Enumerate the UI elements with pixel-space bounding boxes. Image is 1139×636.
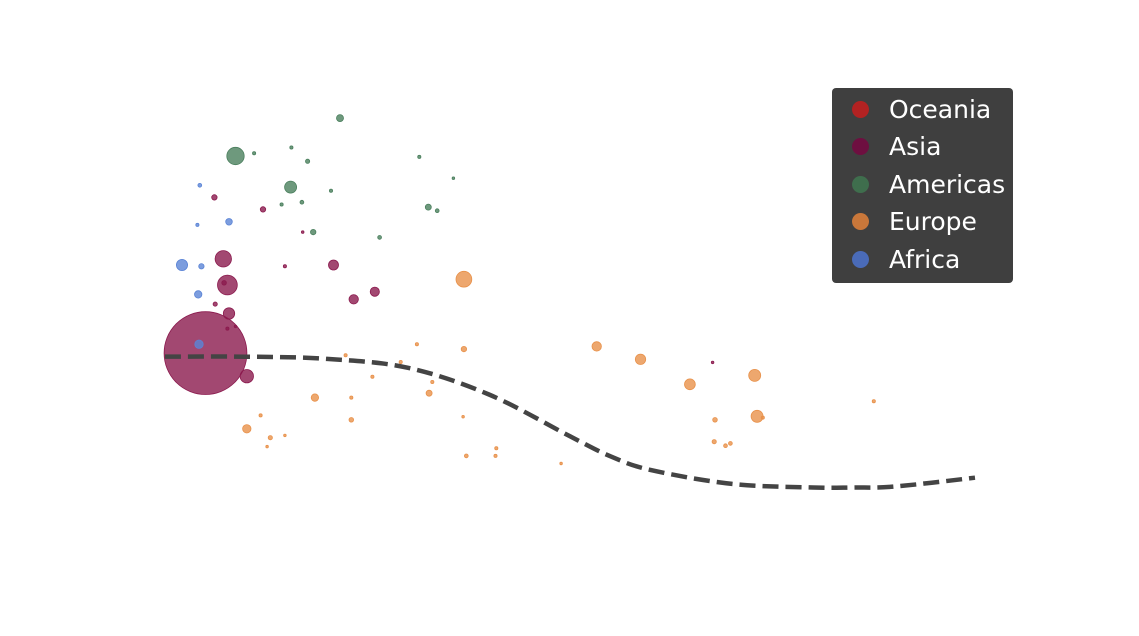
legend-item-oceania: Oceania — [832, 92, 1013, 129]
point-asia-5 — [328, 259, 339, 271]
point-asia-4 — [222, 307, 236, 320]
legend-item-asia: Asia — [832, 129, 1013, 166]
trend-line — [164, 354, 976, 491]
point-europe-7 — [310, 393, 319, 402]
legend-swatch-europe — [852, 213, 869, 231]
point-africa-1 — [194, 339, 204, 349]
point-europe-8 — [425, 389, 433, 397]
point-europe-26 — [414, 342, 419, 347]
point-europe-30 — [559, 461, 563, 466]
point-asia-16 — [233, 324, 238, 329]
point-europe-3 — [684, 378, 696, 391]
point-europe-16 — [463, 453, 469, 459]
point-asia-14 — [301, 230, 305, 234]
legend-label-africa: Africa — [889, 244, 961, 274]
point-asia-2 — [214, 250, 232, 268]
point-europe-15 — [728, 441, 733, 446]
point-africa-5 — [197, 183, 203, 188]
point-europe-5 — [591, 341, 602, 352]
point-americas-12 — [328, 188, 333, 193]
point-europe-13 — [711, 439, 717, 445]
point-europe-11 — [712, 417, 718, 423]
legend-swatch-americas — [852, 175, 869, 193]
point-europe-28 — [265, 444, 269, 449]
legend-item-africa: Africa — [832, 242, 1013, 279]
point-americas-7 — [377, 235, 382, 240]
point-europe-4 — [634, 353, 647, 365]
point-europe-0 — [455, 270, 473, 288]
point-europe-24 — [494, 446, 499, 451]
point-asia-13 — [225, 326, 230, 331]
point-americas-1 — [284, 180, 298, 194]
legend-swatch-oceania — [852, 101, 869, 118]
point-americas-10 — [279, 202, 284, 207]
plot-points — [163, 114, 876, 466]
point-americas-11 — [289, 145, 294, 150]
point-europe-18 — [760, 415, 765, 420]
point-americas-2 — [336, 114, 344, 122]
point-europe-29 — [461, 415, 465, 419]
point-africa-6 — [195, 222, 200, 227]
point-europe-21 — [430, 379, 435, 384]
point-asia-9 — [259, 206, 267, 213]
point-europe-14 — [723, 443, 728, 449]
legend-item-americas: Americas — [832, 167, 1013, 204]
point-europe-1 — [748, 368, 762, 382]
legend-item-europe: Europe — [832, 204, 1013, 241]
point-americas-5 — [305, 158, 311, 164]
point-asia-6 — [348, 294, 359, 305]
point-americas-8 — [434, 208, 440, 214]
point-europe-12 — [267, 435, 273, 441]
point-europe-17 — [343, 353, 348, 358]
point-americas-14 — [451, 176, 456, 180]
point-europe-9 — [460, 345, 467, 353]
legend-label-asia: Asia — [889, 132, 942, 162]
point-asia-8 — [211, 194, 218, 201]
point-africa-0 — [175, 258, 188, 271]
point-americas-6 — [299, 199, 305, 205]
legend-label-europe: Europe — [889, 207, 977, 237]
point-asia-0 — [163, 311, 248, 395]
point-africa-2 — [194, 290, 203, 299]
point-europe-6 — [242, 424, 252, 434]
point-africa-3 — [225, 218, 233, 226]
point-africa-4 — [198, 263, 205, 270]
legend-label-oceania: Oceania — [889, 95, 992, 124]
legend: Oceania Asia Americas Europe Africa — [832, 88, 1013, 283]
point-americas-3 — [424, 203, 432, 211]
point-asia-3 — [239, 369, 254, 384]
legend-swatch-asia — [852, 138, 869, 156]
point-europe-10 — [348, 417, 354, 423]
point-asia-15 — [710, 360, 715, 365]
point-europe-25 — [871, 399, 876, 404]
legend-label-americas: Americas — [889, 169, 1006, 199]
point-asia-11 — [212, 301, 218, 307]
point-asia-1 — [217, 274, 238, 296]
point-asia-10 — [221, 280, 227, 286]
point-americas-9 — [252, 151, 257, 156]
point-europe-22 — [349, 395, 354, 400]
point-asia-12 — [282, 264, 287, 269]
point-europe-20 — [370, 374, 375, 379]
point-asia-7 — [369, 286, 380, 297]
legend-swatch-africa — [852, 250, 869, 268]
point-americas-4 — [310, 229, 317, 236]
point-europe-31 — [283, 433, 287, 438]
point-americas-0 — [226, 146, 245, 166]
point-americas-13 — [417, 154, 422, 159]
point-europe-27 — [398, 359, 403, 364]
point-europe-23 — [258, 413, 263, 418]
point-europe-19 — [493, 453, 498, 458]
